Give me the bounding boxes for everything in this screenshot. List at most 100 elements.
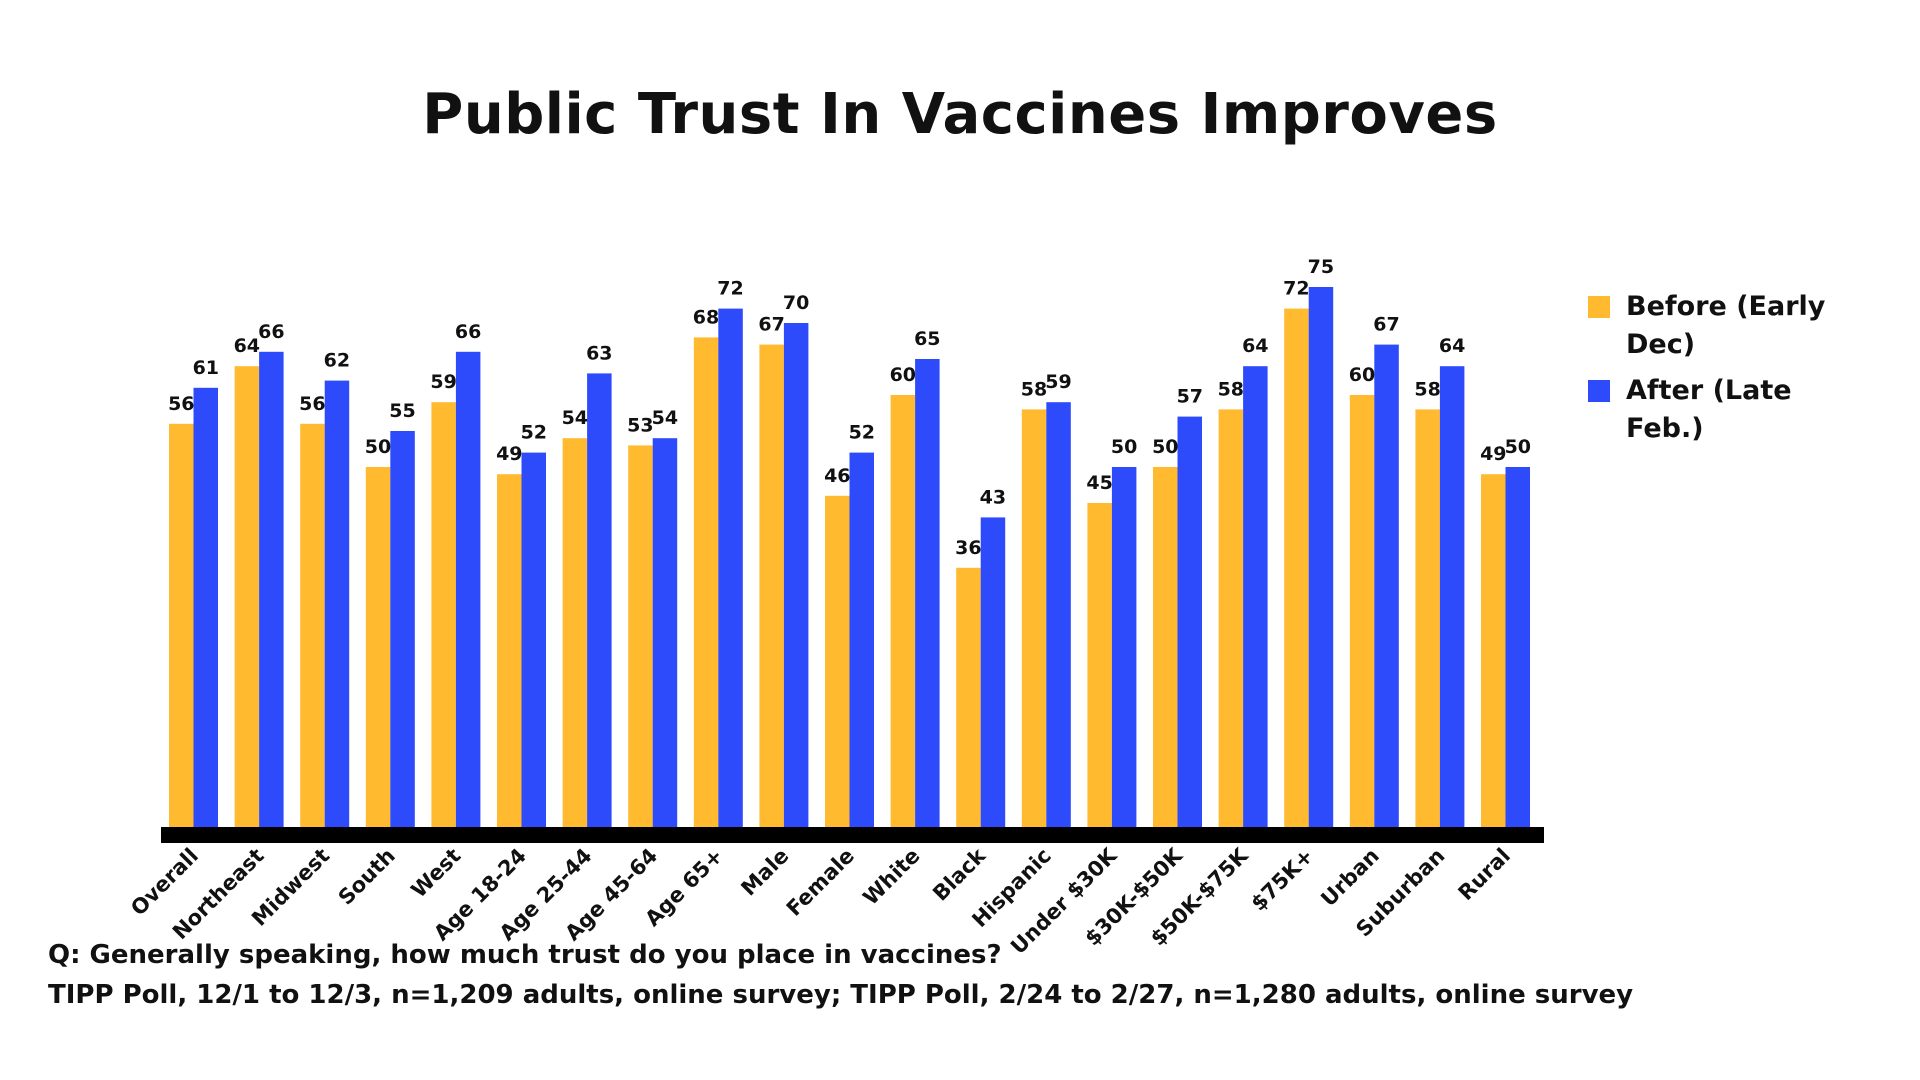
- bars-layer: [169, 287, 1530, 828]
- data-label-before-rural: 49: [1480, 443, 1506, 465]
- bar-after-age-45-64: [652, 438, 678, 827]
- bar-after-suburban: [1439, 366, 1465, 827]
- bar-after-rural: [1505, 467, 1530, 827]
- data-label-after-30k-50k: 57: [1177, 386, 1203, 408]
- data-label-after-suburban: 64: [1439, 335, 1465, 357]
- data-label-after-age-25-44: 63: [586, 342, 612, 364]
- footnote-source: TIPP Poll, 12/1 to 12/3, n=1,209 adults,…: [48, 980, 1634, 1010]
- data-label-after-age-18-24: 52: [521, 422, 547, 444]
- data-label-before-northeast: 64: [234, 335, 260, 357]
- tick-label-white: White: [858, 844, 924, 910]
- bar-before-west: [431, 402, 456, 827]
- bar-after-male: [783, 323, 809, 827]
- bar-before-white: [890, 395, 916, 827]
- data-label-before-west: 59: [430, 371, 456, 393]
- bar-before-female: [825, 495, 850, 827]
- tick-label-75k: $75K+: [1246, 844, 1318, 916]
- bar-before-rural: [1481, 474, 1506, 827]
- data-label-after-under-30k: 50: [1111, 436, 1137, 458]
- data-label-after-age-65: 72: [717, 278, 743, 300]
- legend-item-after: After (Late Feb.): [1588, 372, 1848, 448]
- bar-after-50k-75k: [1243, 366, 1268, 827]
- bar-before-midwest: [300, 423, 325, 827]
- data-label-after-northeast: 66: [258, 321, 284, 343]
- bar-after-75k: [1308, 287, 1334, 827]
- bar-before-overall: [169, 423, 194, 827]
- x-axis-line: [161, 827, 1544, 843]
- legend-item-before: Before (Early Dec): [1588, 288, 1848, 364]
- tick-label-west: West: [407, 844, 466, 903]
- data-label-after-black: 43: [980, 486, 1006, 508]
- data-label-before-75k: 72: [1283, 278, 1309, 300]
- tick-label-male: Male: [737, 844, 794, 901]
- bar-after-midwest: [324, 380, 350, 827]
- legend: Before (Early Dec) After (Late Feb.): [1588, 288, 1848, 456]
- data-label-after-midwest: 62: [324, 350, 350, 372]
- data-label-after-50k-75k: 64: [1242, 335, 1268, 357]
- bar-before-50k-75k: [1218, 409, 1244, 827]
- bar-before-age-65: [693, 337, 719, 827]
- tick-label-south: South: [334, 844, 400, 910]
- data-label-after-rural: 50: [1505, 436, 1531, 458]
- data-label-after-overall: 61: [193, 357, 219, 379]
- bar-after-northeast: [259, 351, 284, 827]
- bar-before-age-45-64: [628, 445, 653, 827]
- bar-before-age-25-44: [562, 438, 588, 827]
- bar-after-hispanic: [1046, 402, 1071, 827]
- data-label-before-suburban: 58: [1414, 378, 1440, 400]
- chart-title: Public Trust In Vaccines Improves: [422, 82, 1498, 147]
- data-label-after-west: 66: [455, 321, 481, 343]
- tick-label-rural: Rural: [1454, 844, 1515, 905]
- legend-swatch-after: [1588, 380, 1610, 402]
- data-label-after-hispanic: 59: [1045, 371, 1071, 393]
- data-label-after-south: 55: [389, 400, 415, 422]
- bar-after-age-25-44: [587, 373, 612, 827]
- data-label-before-hispanic: 58: [1021, 378, 1047, 400]
- legend-swatch-before: [1588, 296, 1610, 318]
- data-label-before-male: 67: [758, 314, 784, 336]
- bar-before-under-30k: [1087, 503, 1112, 827]
- data-label-before-midwest: 56: [299, 393, 325, 415]
- bar-after-black: [980, 517, 1006, 827]
- bar-after-under-30k: [1111, 467, 1137, 827]
- data-label-before-age-45-64: 53: [627, 414, 653, 436]
- data-label-before-age-65: 68: [693, 306, 719, 328]
- bar-before-urban: [1349, 395, 1375, 827]
- bar-after-overall: [193, 387, 218, 827]
- data-labels-layer: 5661646656625055596649525463535468726770…: [168, 256, 1531, 559]
- bar-after-white: [915, 359, 940, 827]
- legend-label-before-line-1: Before (Early: [1626, 291, 1826, 322]
- data-label-after-age-45-64: 54: [652, 407, 678, 429]
- legend-label-before-line-2: Dec): [1626, 329, 1696, 360]
- bar-before-hispanic: [1021, 409, 1047, 827]
- data-label-before-urban: 60: [1349, 364, 1375, 386]
- data-label-before-under-30k: 45: [1086, 472, 1112, 494]
- data-label-after-male: 70: [783, 292, 809, 314]
- data-label-before-50k-75k: 58: [1218, 378, 1244, 400]
- data-label-before-female: 46: [824, 465, 850, 487]
- data-label-after-urban: 67: [1373, 314, 1399, 336]
- bar-before-30k-50k: [1153, 467, 1178, 827]
- bar-after-30k-50k: [1177, 416, 1202, 827]
- data-label-after-female: 52: [849, 422, 875, 444]
- data-label-before-age-18-24: 49: [496, 443, 522, 465]
- data-label-before-white: 60: [890, 364, 916, 386]
- tick-label-female: Female: [782, 844, 859, 921]
- bar-after-female: [849, 452, 874, 827]
- data-label-before-south: 50: [365, 436, 391, 458]
- footnote-question: Q: Generally speaking, how much trust do…: [48, 940, 1002, 970]
- legend-label-after-line-1: After (Late: [1626, 375, 1792, 406]
- data-label-before-black: 36: [955, 537, 981, 559]
- data-label-after-white: 65: [914, 328, 940, 350]
- bar-before-northeast: [234, 366, 260, 827]
- data-label-before-overall: 56: [168, 393, 194, 415]
- bar-before-male: [759, 344, 784, 827]
- bar-before-75k: [1284, 308, 1309, 828]
- bar-before-south: [365, 467, 391, 827]
- bar-before-age-18-24: [497, 474, 522, 827]
- tick-label-black: Black: [928, 843, 991, 906]
- data-label-after-75k: 75: [1308, 256, 1334, 278]
- data-label-before-age-25-44: 54: [562, 407, 588, 429]
- legend-label-after-line-2: Feb.): [1626, 413, 1704, 444]
